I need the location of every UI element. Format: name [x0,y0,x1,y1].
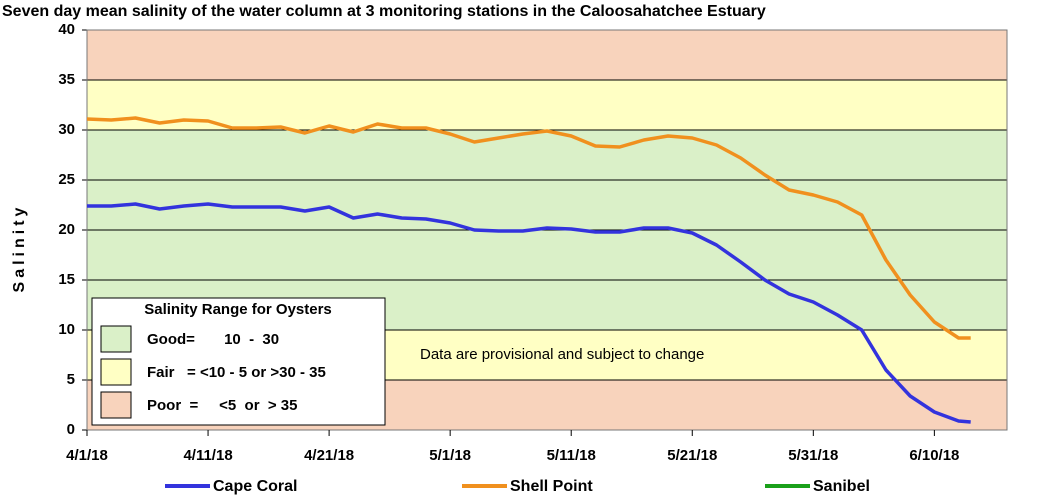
plot-frame [86,29,1008,431]
band [87,30,1007,80]
x-tick-label: 5/31/18 [788,447,838,464]
x-tick-label: 4/1/18 [66,447,108,464]
x-tick-label: 5/21/18 [667,447,717,464]
x-tick-label: 5/1/18 [429,447,471,464]
range-legend-box [91,297,386,426]
y-tick-label: 30 [58,121,75,138]
y-tick-label: 35 [58,71,75,88]
y-tick-label: 15 [58,271,75,288]
range-label: Good= 10 - 30 [147,331,279,348]
legend-label: Shell Point [510,478,593,495]
chart-title: Seven day mean salinity of the water col… [2,3,766,20]
x-tick-label: 4/21/18 [304,447,354,464]
x-tick-label: 4/11/18 [183,447,232,464]
y-tick-label: 10 [58,321,75,338]
x-tick-label: 6/10/18 [909,447,959,464]
band [87,80,1007,130]
series-line [87,202,971,424]
range-swatch [100,358,132,386]
y-tick-label: 40 [58,21,75,38]
range-label: Poor = <5 or > 35 [147,397,297,414]
y-tick-label: 5 [67,371,75,388]
y-tick-label: 25 [58,171,75,188]
range-swatch [100,325,132,353]
y-axis-label: Salinity [11,204,28,293]
y-tick-label: 0 [67,421,75,438]
series-line [86,116,971,340]
legend-label: Cape Coral [213,478,297,495]
legend-label: Sanibel [813,478,870,495]
range-swatch [100,391,132,419]
x-tick-label: 5/11/18 [547,447,596,464]
range-label: Fair = <10 - 5 or >30 - 35 [147,364,326,381]
annotation: Data are provisional and subject to chan… [420,346,704,363]
y-tick-label: 20 [58,221,75,238]
range-legend-title: Salinity Range for Oysters [144,301,332,318]
